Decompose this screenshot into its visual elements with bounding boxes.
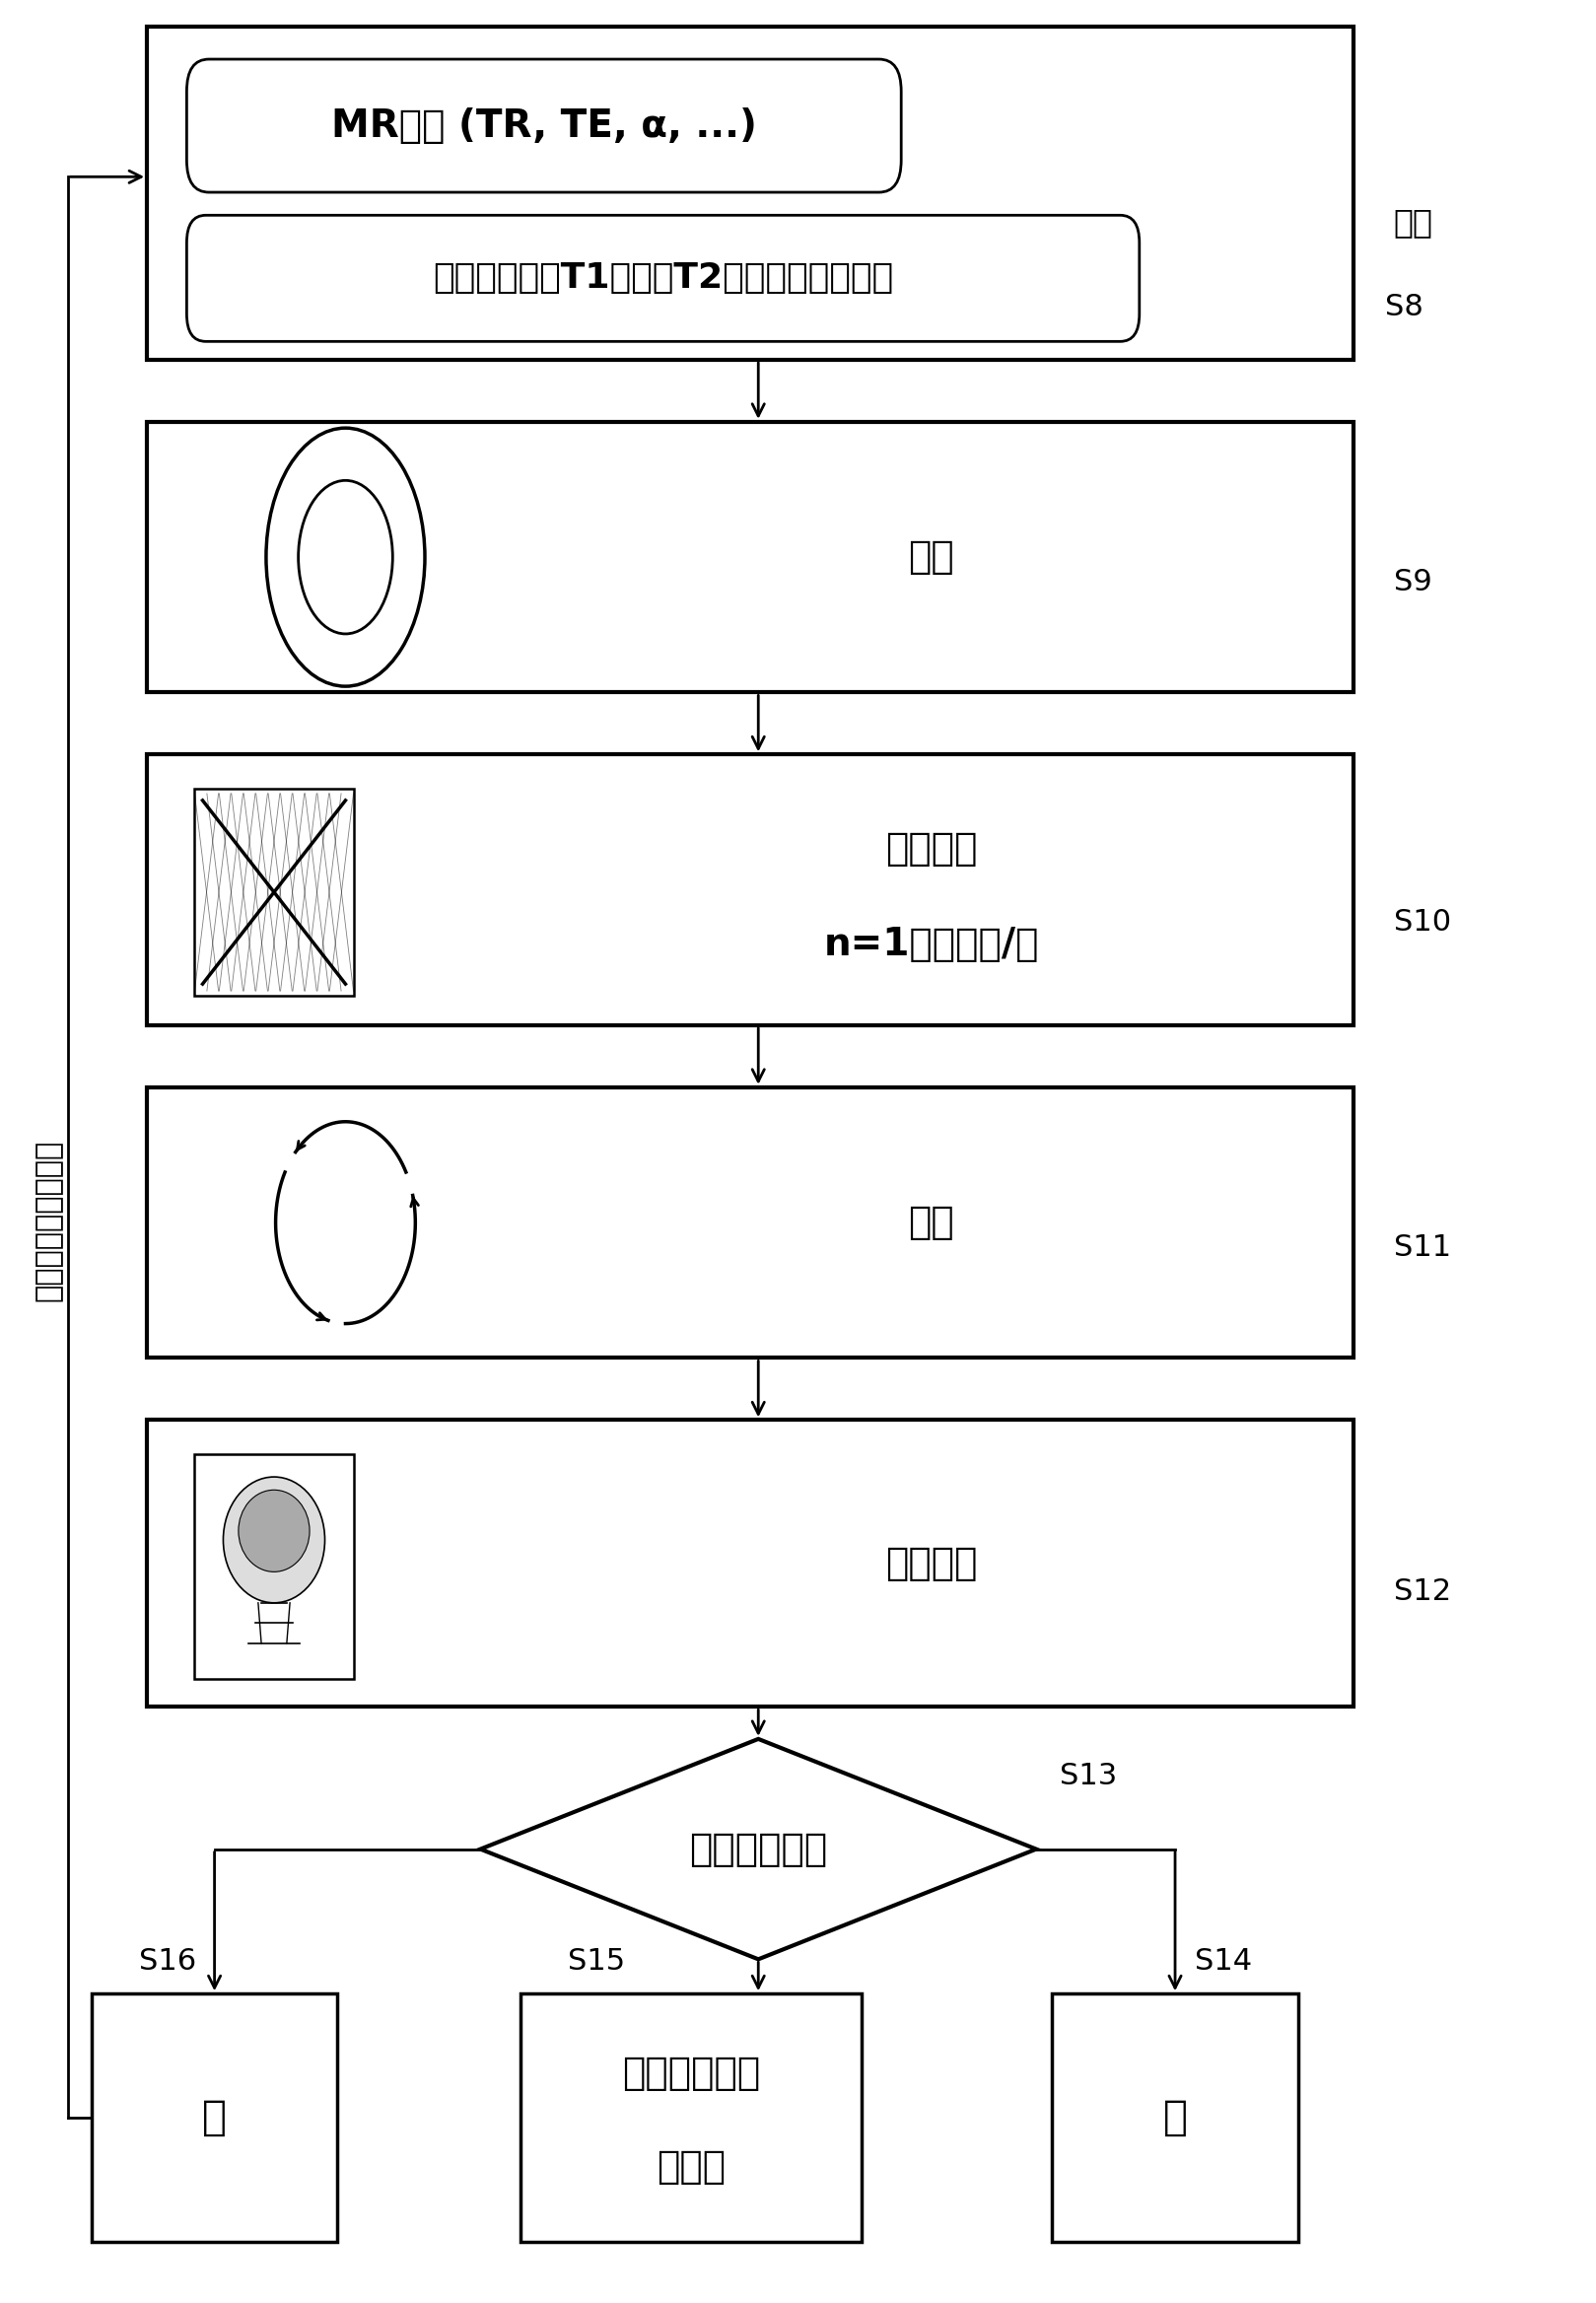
Ellipse shape <box>223 1476 326 1603</box>
Text: 否: 否 <box>203 2098 227 2137</box>
Bar <box>147 28 1353 359</box>
Text: MR参数 (TR, TE, α, ...): MR参数 (TR, TE, α, ...) <box>330 106 757 145</box>
FancyBboxPatch shape <box>187 60 902 191</box>
Polygon shape <box>480 1739 1036 1960</box>
Text: S11: S11 <box>1393 1234 1451 1262</box>
Text: S14: S14 <box>1195 1948 1253 1976</box>
Bar <box>147 1087 1353 1359</box>
Text: n=1原始数据/层: n=1原始数据/层 <box>824 926 1039 963</box>
Text: 序列（例如：T1加权、T2加权、密度加权）: 序列（例如：T1加权、T2加权、密度加权） <box>433 263 894 295</box>
Text: 测量: 测量 <box>908 539 954 576</box>
FancyBboxPatch shape <box>187 214 1140 341</box>
Text: 存储结果: 存储结果 <box>886 831 977 868</box>
Text: S15: S15 <box>568 1948 626 1976</box>
Text: 对比度: 对比度 <box>656 2149 726 2186</box>
Text: S12: S12 <box>1393 1578 1451 1607</box>
Text: S16: S16 <box>139 1948 196 1976</box>
Text: 确定: 确定 <box>1393 205 1433 240</box>
Text: 是: 是 <box>1163 2098 1187 2137</box>
Text: 结果图像: 结果图像 <box>886 1545 977 1582</box>
Bar <box>147 421 1353 693</box>
Bar <box>147 1421 1353 1707</box>
Text: 接受准优化的: 接受准优化的 <box>622 2054 760 2091</box>
Text: S10: S10 <box>1393 907 1451 937</box>
Text: S8: S8 <box>1385 292 1424 322</box>
Bar <box>147 755 1353 1025</box>
Text: 用新的参数重新测量: 用新的参数重新测量 <box>34 1140 62 1301</box>
Bar <box>195 1455 353 1679</box>
Ellipse shape <box>238 1490 310 1573</box>
Bar <box>1052 1994 1298 2241</box>
Bar <box>91 1994 337 2241</box>
Text: 对比度合格？: 对比度合格？ <box>689 1831 827 1868</box>
Bar <box>520 1994 862 2241</box>
Text: S9: S9 <box>1393 569 1432 596</box>
Bar <box>195 790 353 995</box>
Text: 处理: 处理 <box>908 1204 954 1241</box>
Text: S13: S13 <box>1060 1762 1117 1789</box>
